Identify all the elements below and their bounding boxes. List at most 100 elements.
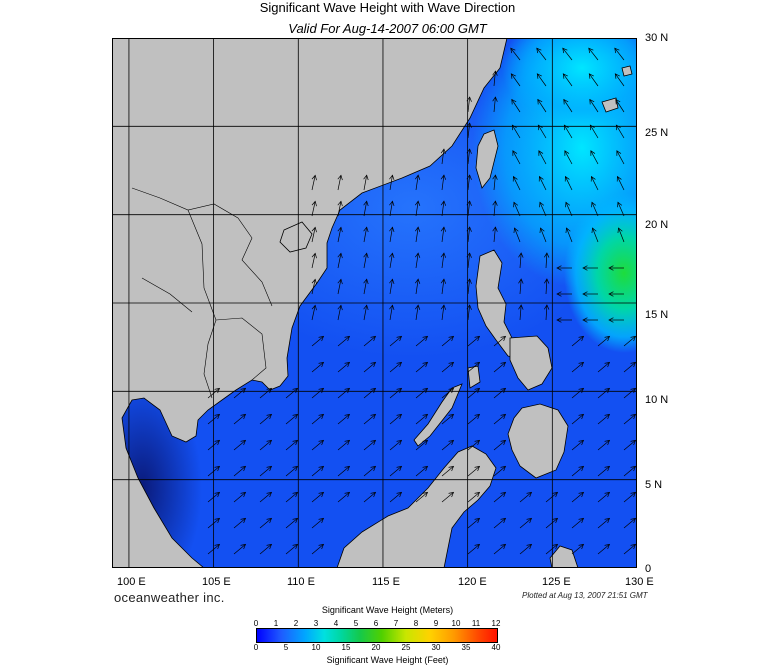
direction-arrow-shaft — [519, 518, 532, 529]
direction-arrow-head — [590, 175, 596, 182]
direction-arrow-head — [511, 124, 517, 131]
direction-arrow-head — [591, 201, 597, 208]
direction-arrow-head — [474, 413, 481, 420]
direction-arrow-shaft — [233, 388, 246, 399]
direction-arrow-head — [492, 200, 498, 206]
direction-arrow-head — [630, 543, 637, 550]
direction-arrow-shaft — [363, 388, 376, 399]
colorbar-tick-meters: 2 — [293, 619, 299, 628]
direction-arrow-shaft — [564, 150, 573, 165]
direction-arrow-shaft — [441, 362, 454, 373]
direction-arrow-shaft — [618, 227, 625, 243]
direction-arrow-shaft — [233, 414, 246, 425]
direction-arrow-shaft — [467, 388, 480, 399]
direction-arrow-head — [344, 335, 351, 342]
direction-arrow-head — [440, 304, 447, 310]
direction-arrow-shaft — [207, 544, 220, 555]
direction-arrow-head — [589, 98, 595, 105]
direction-arrow-shaft — [537, 124, 547, 139]
direction-arrow-shaft — [467, 175, 471, 191]
direction-arrow-head — [311, 304, 317, 311]
direction-arrow-shaft — [363, 227, 368, 243]
direction-arrow-shaft — [285, 518, 298, 529]
direction-arrow-shaft — [566, 227, 573, 243]
direction-arrow-shaft — [415, 175, 419, 191]
direction-arrow-head — [389, 252, 395, 259]
direction-arrow-head — [240, 543, 247, 550]
direction-arrow-shaft — [311, 336, 324, 347]
direction-arrow-shaft — [311, 305, 316, 321]
direction-arrow-head — [538, 150, 544, 156]
direction-arrow-head — [448, 361, 455, 368]
direction-arrow-head — [565, 201, 571, 208]
direction-arrow-head — [363, 278, 369, 285]
colorbar-title-meters: Significant Wave Height (Meters) — [321, 605, 454, 615]
direction-arrow-head — [500, 543, 507, 550]
land-small-island-2 — [621, 65, 633, 77]
colorbar-tick-meters: 0 — [253, 619, 259, 628]
direction-arrow-head — [556, 265, 562, 271]
direction-arrow-head — [543, 252, 550, 258]
direction-arrow-shaft — [363, 414, 376, 425]
direction-arrow-head — [240, 491, 247, 498]
direction-arrow-shaft — [571, 388, 584, 399]
direction-arrow-head — [556, 291, 562, 297]
direction-arrow-shaft — [493, 414, 506, 425]
direction-arrow-head — [214, 387, 221, 394]
colorbar-tick-feet: 35 — [461, 643, 471, 652]
direction-arrow-shaft — [363, 279, 368, 295]
direction-arrow-head — [266, 413, 273, 420]
direction-arrow-head — [538, 175, 544, 182]
direction-arrow-shaft — [616, 150, 625, 165]
direction-arrow-shaft — [389, 227, 393, 243]
direction-arrow-head — [536, 47, 542, 54]
direction-arrow-shaft — [571, 336, 584, 347]
direction-arrow-shaft — [589, 124, 599, 139]
direction-arrow-shaft — [538, 150, 547, 165]
direction-arrow-shaft — [441, 466, 454, 477]
direction-arrow-shaft — [467, 97, 471, 113]
direction-arrow-shaft — [389, 336, 402, 347]
direction-arrow-head — [578, 491, 585, 498]
direction-arrow-head — [474, 465, 481, 472]
direction-arrow-head — [510, 73, 516, 79]
direction-arrow-shaft — [441, 305, 445, 321]
direction-arrow-shaft — [617, 176, 625, 191]
direction-arrow-head — [337, 278, 343, 285]
direction-arrow-shaft — [389, 388, 402, 399]
direction-arrow-shaft — [441, 149, 445, 165]
direction-arrow-shaft — [545, 305, 548, 321]
map-subtitle: Valid For Aug-14-2007 06:00 GMT — [288, 21, 487, 36]
direction-arrow-shaft — [363, 253, 368, 269]
direction-arrow-head — [370, 413, 377, 420]
direction-arrow-shaft — [591, 202, 599, 217]
direction-arrow-head — [543, 278, 550, 284]
direction-arrow-head — [564, 150, 570, 156]
direction-arrow-head — [448, 413, 455, 420]
lat-label-15: 15 N — [645, 309, 669, 321]
direction-arrow-head — [440, 200, 447, 206]
direction-arrow-head — [448, 335, 455, 342]
direction-arrow-shaft — [337, 492, 350, 503]
direction-arrow-head — [604, 491, 611, 498]
colorbar-tick-feet: 0 — [253, 643, 259, 652]
direction-arrow-shaft — [467, 440, 480, 451]
direction-arrow-shaft — [493, 492, 506, 503]
direction-arrow-shaft — [536, 47, 547, 61]
direction-arrow-shaft — [415, 440, 428, 451]
direction-arrow-head — [608, 265, 614, 271]
direction-arrow-shaft — [415, 305, 419, 321]
direction-arrow-shaft — [519, 305, 522, 321]
direction-arrow-head — [422, 413, 429, 420]
direction-arrow-head — [543, 304, 550, 310]
direction-arrow-head — [311, 200, 317, 207]
direction-arrow-shaft — [590, 150, 599, 165]
direction-arrow-shaft — [493, 227, 496, 243]
direction-arrow-head — [492, 70, 498, 76]
direction-arrow-shaft — [389, 362, 402, 373]
colorbar-tick-meters: 1 — [273, 619, 279, 628]
direction-arrow-head — [466, 174, 472, 180]
lat-label-20: 20 N — [645, 219, 669, 231]
direction-arrow-head — [630, 439, 637, 446]
direction-arrow-shaft — [441, 440, 454, 451]
